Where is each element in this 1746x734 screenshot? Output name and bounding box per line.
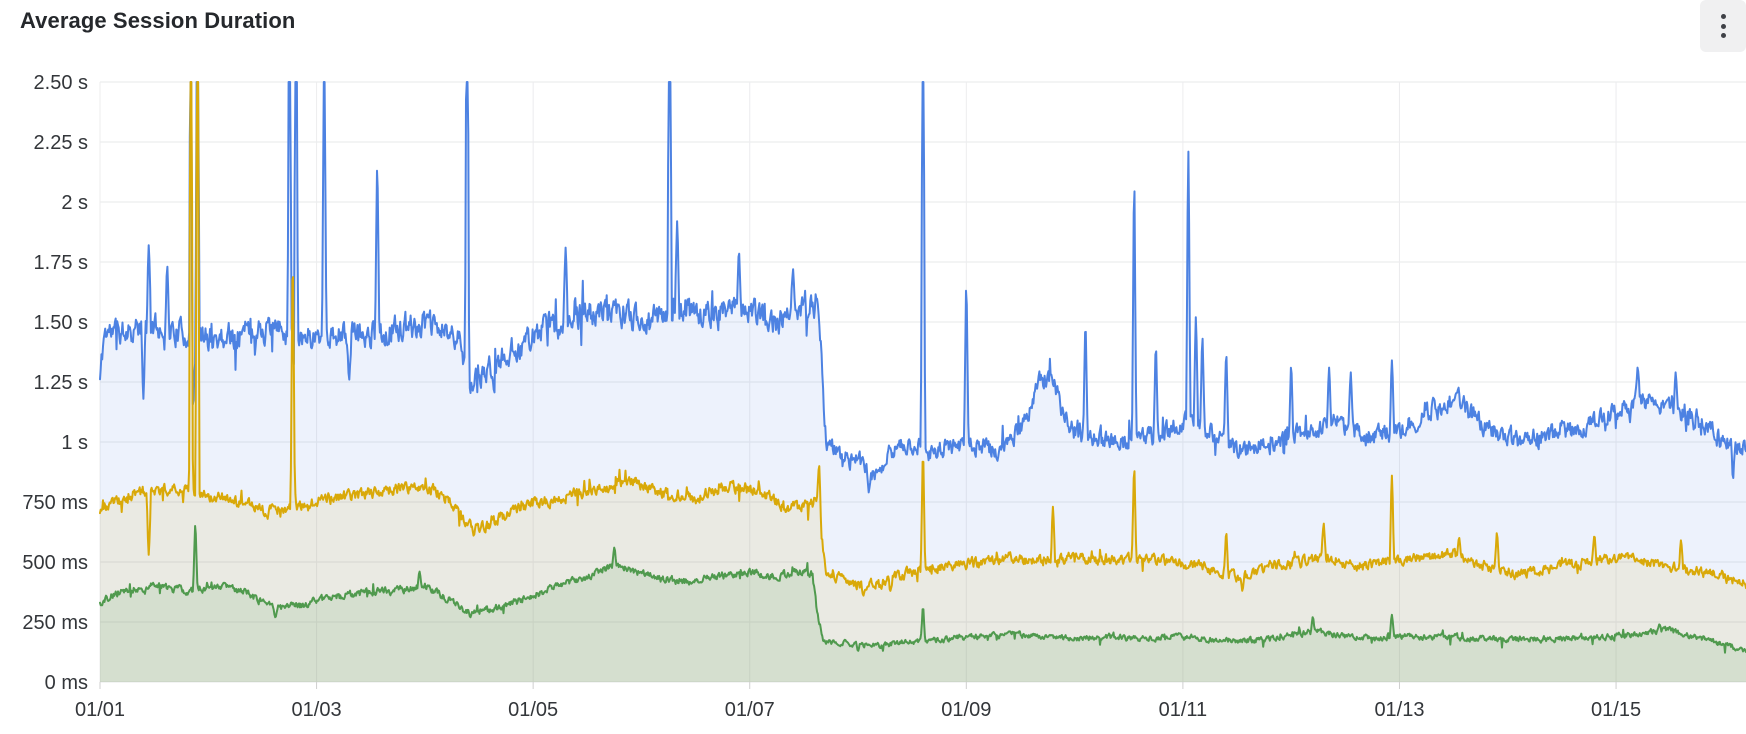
y-tick-label: 2 s [61,192,88,214]
y-tick-label: 1 s [61,432,88,454]
series-line-green [99,525,1746,654]
panel-menu-button[interactable] [1700,0,1746,52]
y-tick-label: 250 ms [22,612,88,634]
y-tick-label: 1.75 s [34,252,88,274]
y-tick-label: 2.25 s [34,132,88,154]
x-tick-label: 01/09 [941,699,991,721]
series-area-blue [100,82,1746,682]
kebab-menu-icon [1720,14,1726,38]
x-tick-label: 01/05 [508,699,558,721]
y-tick-label: 0 ms [45,672,88,694]
panel-header: Average Session Duration [0,0,1746,52]
x-tick-label: 01/15 [1591,699,1641,721]
y-tick-label: 500 ms [22,552,88,574]
x-tick-label: 01/07 [725,699,775,721]
y-tick-label: 1.25 s [34,372,88,394]
x-tick-label: 01/11 [1159,699,1208,721]
series-area-green [100,526,1746,682]
series-area-yellow [100,82,1746,682]
y-tick-label: 2.50 s [34,72,88,94]
series-areas [100,82,1746,682]
series-lines [99,81,1746,654]
series-line-yellow [99,81,1746,597]
series-line-blue [99,81,1746,494]
panel-title: Average Session Duration [20,8,296,33]
y-tick-label: 1.50 s [34,312,88,334]
x-tick-label: 01/01 [75,699,125,721]
grid [99,81,1746,689]
y-tick-label: 750 ms [22,492,88,514]
axis-labels: 0 ms 250 ms 500 ms 750 ms 1 s 1.25 s 1.50 s 1.7… [22,72,1641,721]
x-tick-label: 01/03 [292,699,342,721]
x-tick-label: 01/13 [1374,699,1424,721]
